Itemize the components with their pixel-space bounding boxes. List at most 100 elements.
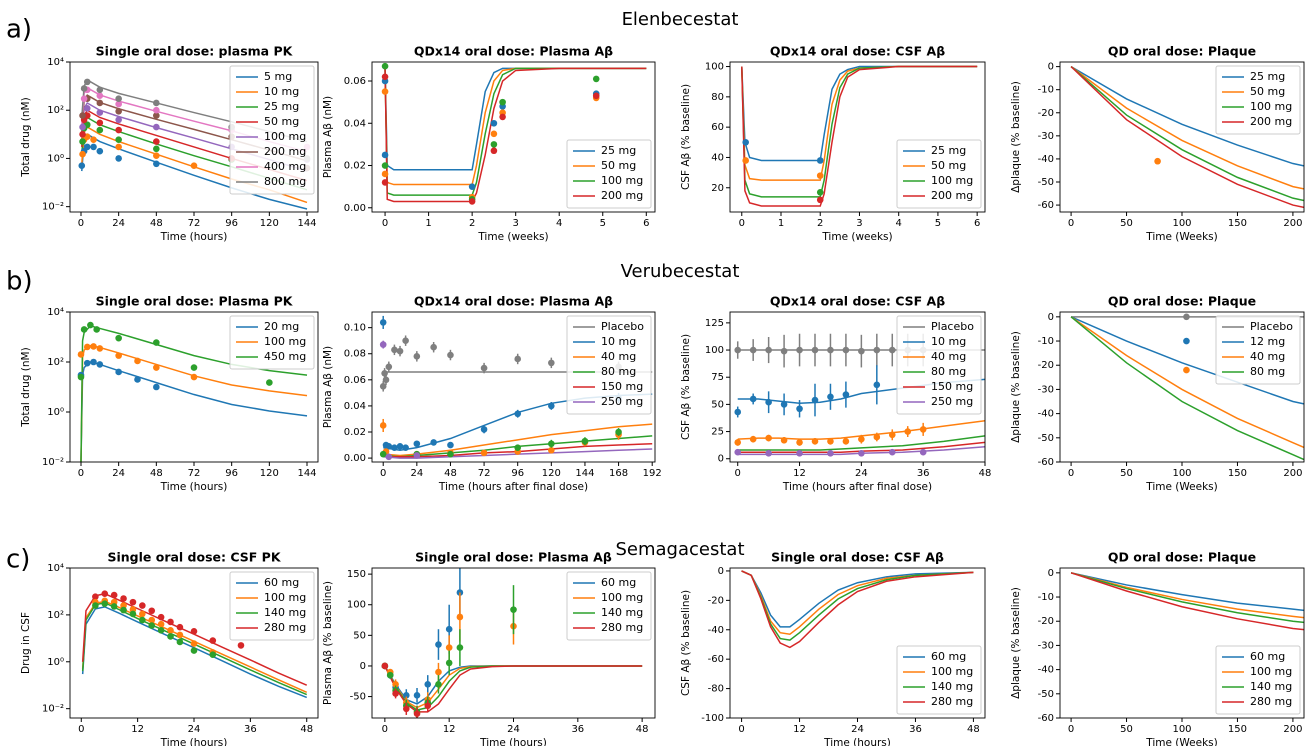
x-tick-label: 24 [112,218,125,229]
observed-point [83,112,91,119]
x-tick-label: 100 [1172,218,1191,229]
y-tick-label: -50 [1038,433,1054,444]
y-axis-label: CSF Aβ (% baseline) [680,84,692,190]
x-tick-label: 50 [1120,468,1133,479]
observed-point [430,439,437,446]
plot-layer [741,570,974,649]
y-tick-label: 0.00 [344,203,366,214]
y-tick-label: 125 [705,318,724,329]
x-tick-label: 48 [150,468,163,479]
observed-point [92,593,99,600]
legend-label: 100 mg [264,335,306,348]
axes-frame [729,567,986,719]
x-tick-label: 3 [512,218,518,229]
observed-point [90,343,97,350]
observed-point [110,603,118,610]
observed-point [816,172,824,179]
axes-frame [729,61,986,213]
legend-label: 10 mg [601,335,636,348]
observed-point [153,99,160,107]
legend-box [229,315,315,370]
observed-point [490,119,498,127]
legend-label: 400 mg [264,160,306,173]
legend-box [896,139,982,209]
series-line [383,423,653,457]
observed-point [129,610,137,618]
observed-point [153,145,160,153]
x-tick-label: 144 [297,218,316,229]
observed-point [209,651,217,659]
chart-title: Single oral dose: CSF PK [107,550,281,565]
observed-point [90,358,97,366]
y-tick-label: 0.10 [344,323,366,334]
observed-point [413,452,421,459]
observed-point [385,363,393,371]
y-tick-label: 10⁴ [47,307,64,318]
x-tick-label: 0 [382,724,388,735]
observed-point [391,346,398,354]
y-tick-label: -20 [708,595,724,606]
observed-point [858,347,865,355]
legend-label: 20 mg [264,320,299,333]
row-title: Verubecestat [621,261,740,282]
observed-point [96,361,104,368]
y-tick-label: -20 [1038,108,1054,119]
x-tick-label: 0 [380,468,386,479]
observed-point [827,346,834,354]
observed-point [445,625,453,633]
observed-point [167,627,174,634]
x-tick-label: 72 [188,218,201,229]
series-line [1070,316,1304,449]
observed-point [381,62,389,70]
legend-label: 60 mg [931,650,966,663]
observed-point [1154,157,1161,165]
y-tick-label: -50 [1038,689,1054,700]
observed-point [115,143,122,151]
y-tick-label: -50 [350,692,366,703]
y-tick-label: -40 [1038,665,1054,676]
axes-frame [729,311,986,463]
observed-point [445,644,453,651]
y-tick-label: 150 [347,569,366,580]
observed-point [490,130,498,138]
legend-box [896,315,982,415]
axes-frame [69,61,319,213]
plot-layer [81,590,308,699]
observed-point [96,147,104,155]
series-line [741,570,974,641]
observed-point [435,641,442,648]
observed-point [148,607,156,615]
observed-point [548,402,555,410]
legend-label: 12 mg [1250,335,1285,348]
observed-point [480,364,488,372]
observed-point [1183,313,1190,321]
x-tick-label: 24 [410,468,423,479]
observed-point [888,431,896,439]
x-tick-label: 48 [150,218,163,229]
observed-point [765,450,772,457]
series-line [1070,66,1304,202]
x-tick-label: 12 [131,724,144,735]
y-tick-label: 0 [1048,312,1054,323]
x-tick-label: 48 [979,468,992,479]
y-tick-label: 100 [705,345,724,356]
chart-title: QDx14 oral dose: Plasma Aβ [414,44,613,59]
observed-point [83,359,91,367]
observed-point [581,437,589,445]
legend-label: 140 mg [931,680,973,693]
observed-point [447,450,454,458]
y-axis-label: Plasma Aβ (% baseline) [322,581,334,705]
y-tick-label: -100 [701,713,724,724]
observed-point [190,627,198,635]
observed-point [139,602,146,609]
x-axis-label: Time (hours after final dose) [782,481,932,493]
x-tick-label: 5 [600,218,606,229]
legend-label: 100 mg [931,174,973,187]
legend-label: Placebo [1250,320,1293,333]
observed-point [919,448,927,456]
legend-label: 40 mg [931,350,966,363]
observed-point [816,196,824,204]
x-tick-label: 24 [855,468,868,479]
observed-point [157,627,165,634]
observed-point [480,449,488,457]
